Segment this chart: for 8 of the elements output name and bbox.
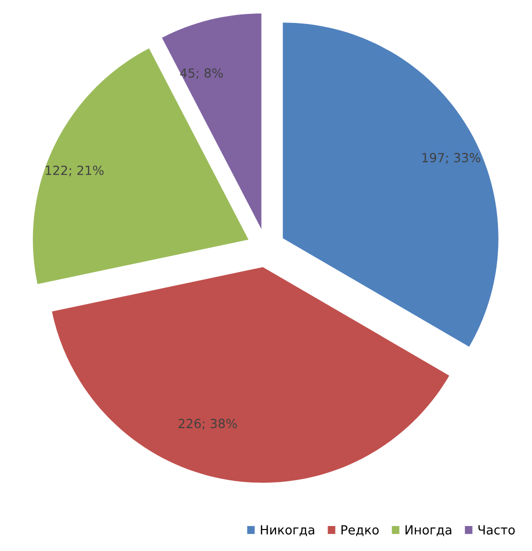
data-label: 122; 21% — [46, 166, 104, 176]
data-label: 45; 8% — [180, 68, 223, 80]
legend-label: Иногда — [406, 525, 452, 536]
legend-label: Часто — [478, 525, 515, 535]
data-label: 197; 33% — [422, 152, 480, 164]
data-label: 226; 38% — [178, 418, 237, 430]
legend-label: Никогда — [260, 525, 314, 536]
legend-label: Редко — [342, 525, 379, 536]
